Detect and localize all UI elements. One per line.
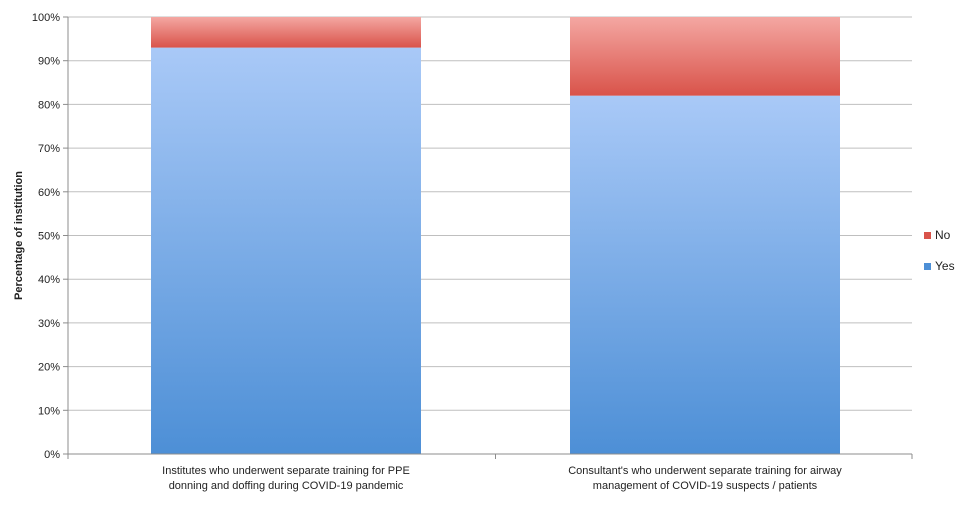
y-tick-label-70: 70% bbox=[38, 143, 60, 155]
legend-swatch-yes bbox=[924, 263, 931, 270]
y-tick-label-10: 10% bbox=[38, 405, 60, 417]
y-tick-label-30: 30% bbox=[38, 318, 60, 330]
bar-yes-1 bbox=[151, 47, 421, 455]
y-axis-title: Percentage of institution bbox=[13, 171, 25, 300]
bars bbox=[151, 17, 840, 455]
y-tick-label-60: 60% bbox=[38, 187, 60, 199]
legend-swatch-no bbox=[924, 232, 931, 239]
bar-yes-2 bbox=[570, 95, 840, 454]
legend-label-yes: Yes bbox=[935, 259, 955, 273]
legend-label-no: No bbox=[935, 228, 951, 242]
x-category-label-2: Consultant's who underwent separate trai… bbox=[568, 465, 842, 492]
y-tick-label-20: 20% bbox=[38, 362, 60, 374]
y-tick-label-90: 90% bbox=[38, 56, 60, 68]
bar-no-1 bbox=[151, 17, 421, 48]
y-tick-label-0: 0% bbox=[44, 449, 60, 461]
x-category-labels: Institutes who underwent separate traini… bbox=[162, 465, 842, 492]
x-category-label-1: Institutes who underwent separate traini… bbox=[162, 465, 410, 492]
y-tick-label-80: 80% bbox=[38, 99, 60, 111]
y-tick-label-40: 40% bbox=[38, 274, 60, 286]
y-tick-label-50: 50% bbox=[38, 231, 60, 243]
legend: No Yes bbox=[924, 228, 955, 273]
y-tick-labels: 0% 10% 20% 30% 40% 50% 60% 70% 80% 90% 100% bbox=[32, 12, 60, 461]
y-tick-label-100: 100% bbox=[32, 12, 60, 24]
axes bbox=[67, 17, 913, 459]
bar-no-2 bbox=[570, 17, 840, 96]
